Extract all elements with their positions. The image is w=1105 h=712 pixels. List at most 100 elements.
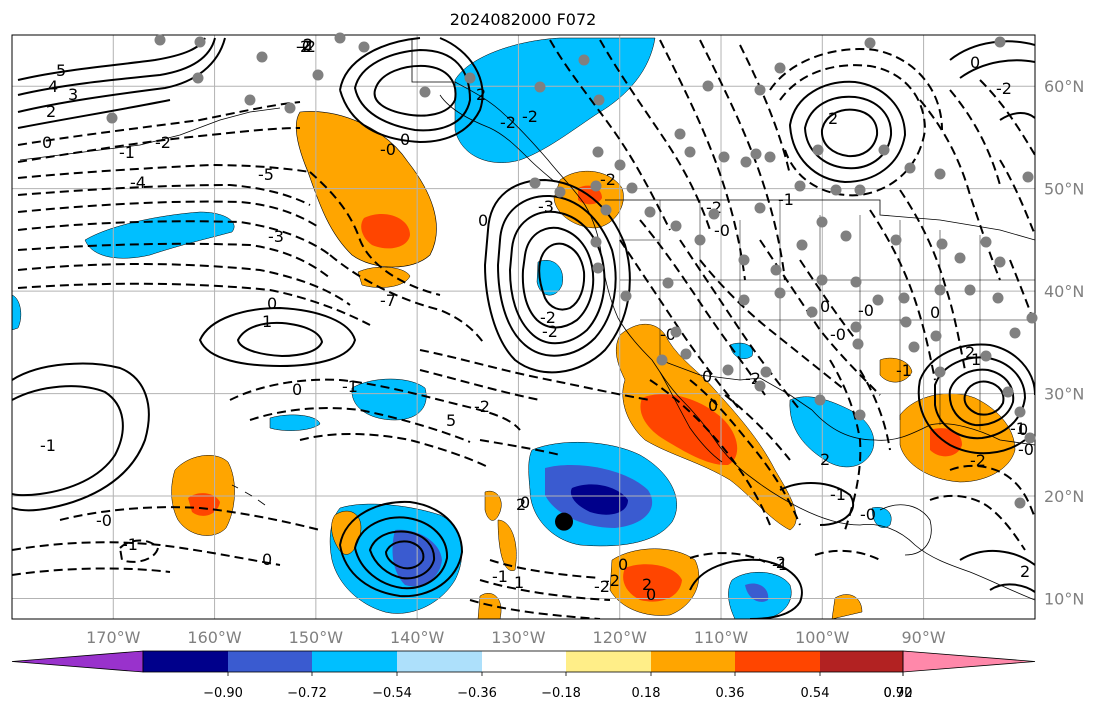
contour-label: 2 [476, 85, 486, 104]
station-marker [908, 341, 920, 353]
contour-label: 3 [68, 85, 78, 104]
station-marker [872, 294, 884, 306]
contour-label: 0 [708, 396, 718, 415]
north-low-contour [788, 80, 907, 184]
positive-anomaly-region [484, 490, 502, 521]
negative-contour [12, 567, 171, 576]
station-marker [794, 180, 806, 192]
latitude-label: 30°N [1044, 385, 1084, 404]
colorbar-segment [651, 651, 735, 672]
se-contour [989, 583, 1035, 593]
contour-label: -0 [714, 221, 730, 240]
station-marker [770, 264, 782, 276]
station-marker [1014, 497, 1026, 509]
colorbar-tick-label: 0.36 [716, 686, 745, 701]
positive-contour [17, 99, 171, 129]
low-contour [963, 380, 1005, 416]
station-marker [529, 177, 541, 189]
contour-label: 1 [514, 573, 524, 592]
contour-label: 0 [618, 555, 628, 574]
station-marker [192, 72, 204, 84]
station-marker [593, 94, 605, 106]
station-marker [684, 146, 696, 158]
station-marker [620, 290, 632, 302]
mexico-contour [724, 394, 791, 461]
station-marker [194, 36, 206, 48]
station-marker [840, 230, 852, 242]
south-contour [689, 558, 803, 619]
alaska-coast [439, 94, 556, 183]
station-marker [590, 180, 602, 192]
station-marker [936, 238, 948, 250]
longitude-label: 110°W [694, 628, 749, 647]
contour-label: -1 [492, 567, 508, 586]
low-dashed-contour [779, 64, 927, 197]
strong-positive-anomaly-region [623, 564, 682, 602]
us-mexico-border [659, 359, 813, 411]
contour-label: -2 [604, 571, 620, 590]
map-title: 2024082000 F072 [449, 10, 597, 29]
contour-label: 2 [965, 343, 975, 362]
negative-contour [419, 349, 651, 401]
contour-label: 2 [300, 37, 310, 56]
colorbar-segment [482, 651, 566, 672]
station-marker [854, 409, 866, 421]
hawaii-islands [231, 484, 266, 506]
ne-contour [959, 59, 1035, 79]
continent-contour [549, 39, 671, 231]
positive-anomaly-region [497, 519, 517, 571]
colorbar-segment [312, 651, 397, 672]
station-marker [806, 306, 818, 318]
contour-label: -1 [342, 377, 358, 396]
contour-label: -0 [830, 325, 846, 344]
contour-label: -1 [772, 555, 788, 574]
trough-contour [483, 178, 631, 374]
station-marker [934, 366, 946, 378]
east-contour [999, 112, 1035, 121]
colorbar-tick-label: 0.72 [884, 686, 913, 701]
north-america-coastline [411, 38, 1035, 601]
plot-frame [11, 34, 1036, 620]
se-contour [959, 549, 1035, 566]
station-marker [852, 338, 864, 350]
contour-label: -1 [40, 436, 56, 455]
contour-label: -3 [538, 197, 554, 216]
station-marker [590, 236, 602, 248]
station-marker [284, 102, 296, 114]
station-marker [419, 86, 431, 98]
station-marker [106, 112, 118, 124]
contour-label: -0 [858, 301, 874, 320]
station-marker [738, 294, 750, 306]
contour-label: -2 [300, 37, 316, 56]
station-marker [554, 186, 566, 198]
colorbar-tick-label: −0.72 [287, 686, 327, 701]
station-marker [760, 366, 772, 378]
north-low-contour [803, 95, 893, 170]
station-marker [256, 51, 268, 63]
baja-peninsula [659, 371, 723, 463]
continent-contour [899, 189, 966, 371]
negative-contour [479, 439, 561, 456]
station-marker [464, 72, 476, 84]
contour-label: 1 [262, 312, 272, 331]
station-markers [106, 32, 1038, 509]
yucatan-coast [879, 504, 932, 556]
strong-positive-anomaly-region [361, 214, 410, 249]
station-marker [980, 350, 992, 362]
longitude-tick-labels: 170°W 160°W 150°W 140°W 130°W 120°W 110°W 100°W… [86, 628, 946, 647]
positive-anomaly-region [477, 593, 502, 619]
station-marker [592, 262, 604, 274]
station-marker [740, 156, 752, 168]
contour-label: 0 [930, 303, 940, 322]
mexico-contour [689, 379, 801, 526]
colorbar-tick-label: −0.18 [541, 686, 581, 701]
station-marker [600, 204, 612, 216]
station-marker [900, 316, 912, 328]
contour-label: 0 [970, 53, 980, 72]
longitude-label: 100°W [795, 628, 850, 647]
continent-contour [979, 79, 1035, 156]
colorbar: −0.90 −0.72 −0.54 −0.36 −0.18 0.18 0.36 0.54 0.7… [11, 650, 1036, 701]
latitude-label: 20°N [1044, 487, 1084, 506]
contour-label: -0 [296, 37, 312, 56]
